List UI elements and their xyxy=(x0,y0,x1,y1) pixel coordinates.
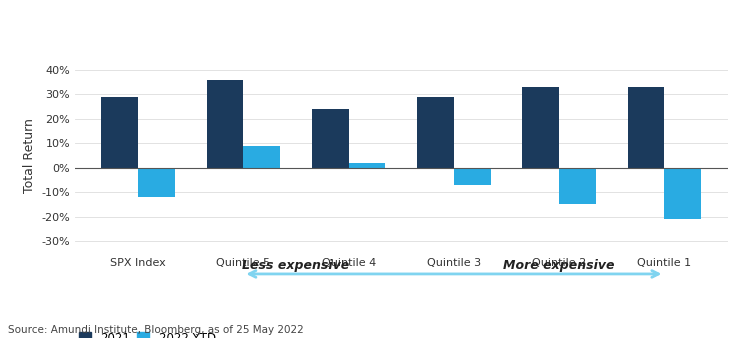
Bar xyxy=(454,168,491,185)
Bar xyxy=(312,109,349,168)
Bar xyxy=(244,146,280,168)
Bar xyxy=(206,79,244,168)
Bar xyxy=(522,87,559,168)
Legend: 2021, 2022 YTD: 2021, 2022 YTD xyxy=(74,327,220,338)
Text: US equity valuation driven repricing: S&P 500 returns by PE quintile: US equity valuation driven repricing: S&… xyxy=(161,26,675,40)
Y-axis label: Total Return: Total Return xyxy=(22,118,36,193)
Bar xyxy=(664,168,701,219)
Bar xyxy=(101,97,138,168)
Bar xyxy=(559,168,596,204)
Bar xyxy=(349,163,386,168)
Bar xyxy=(138,168,175,197)
Bar xyxy=(628,87,664,168)
Bar xyxy=(417,97,454,168)
Text: More expensive: More expensive xyxy=(503,259,615,272)
Text: Less expensive: Less expensive xyxy=(242,259,350,272)
Text: Source: Amundi Institute, Bloomberg, as of 25 May 2022: Source: Amundi Institute, Bloomberg, as … xyxy=(8,324,303,335)
